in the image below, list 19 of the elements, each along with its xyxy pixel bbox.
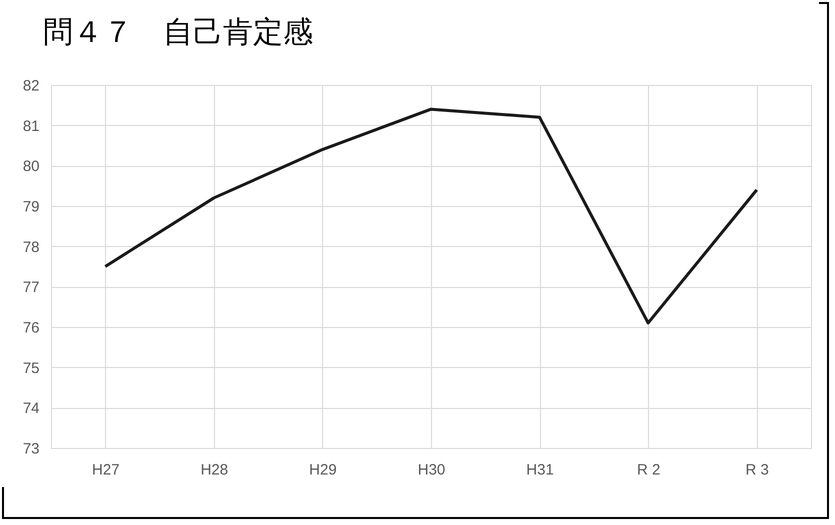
line-series	[104, 108, 758, 324]
y-tick-label: 73	[22, 440, 40, 458]
y-tick-label: 76	[22, 320, 40, 336]
x-tick-label: H31	[526, 462, 554, 478]
chart-title: 問４７ 自己肯定感	[43, 15, 313, 50]
y-tick-label: 80	[22, 158, 40, 176]
y-tick-label: 77	[22, 279, 40, 296]
y-tick-label: 82	[22, 78, 40, 94]
y-tick-label: 78	[22, 238, 40, 256]
x-tick-label: H28	[200, 462, 228, 478]
x-tick-label: R 2	[636, 462, 660, 478]
y-tick-label: 75	[22, 360, 40, 377]
y-tick-label: 79	[22, 198, 40, 216]
x-tick-label: H27	[92, 462, 120, 478]
x-tick-label: R 3	[746, 462, 769, 478]
x-tick-label: H29	[309, 462, 337, 478]
y-tick-label: 81	[22, 118, 40, 135]
y-tick-label: 74	[22, 400, 40, 418]
x-tick-label: H30	[418, 462, 446, 478]
